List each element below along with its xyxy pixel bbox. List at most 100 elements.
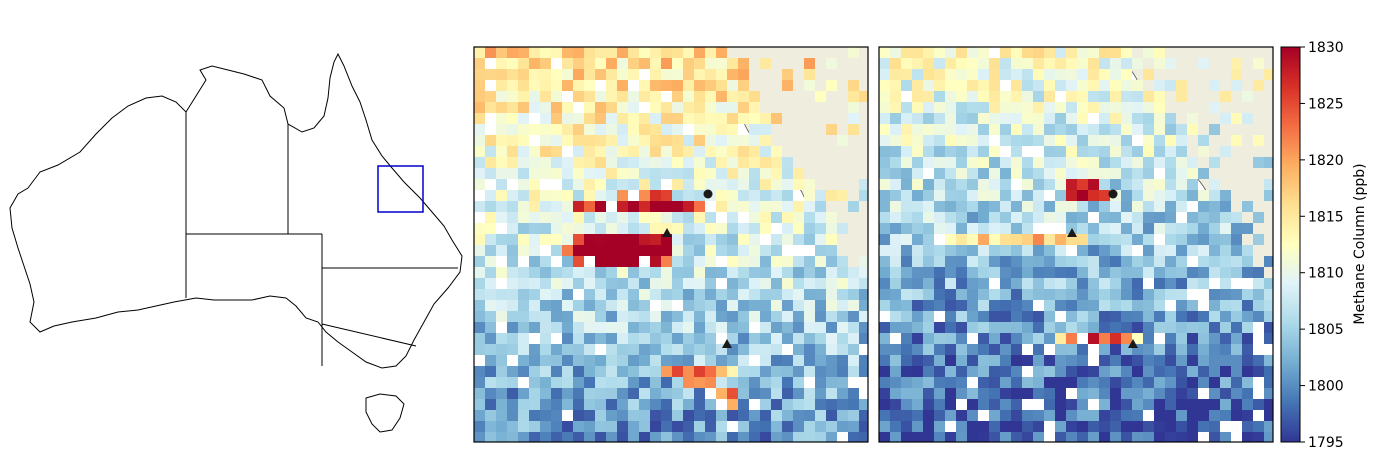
methane-cell <box>815 300 826 311</box>
methane-cell <box>815 377 826 388</box>
methane-cell <box>727 223 738 234</box>
methane-cell <box>617 322 628 333</box>
methane-cell <box>978 168 989 179</box>
methane-cell <box>967 201 978 212</box>
methane-cell <box>694 377 705 388</box>
methane-cell <box>912 124 923 135</box>
methane-cell <box>1110 377 1121 388</box>
methane-cell <box>727 300 738 311</box>
methane-cell <box>956 278 967 289</box>
methane-cell <box>716 47 727 58</box>
methane-cell <box>1187 366 1198 377</box>
methane-cell <box>1055 410 1066 421</box>
methane-cell <box>584 267 595 278</box>
methane-cell <box>474 388 485 399</box>
methane-cell <box>518 146 529 157</box>
methane-cell <box>1066 399 1077 410</box>
methane-cell <box>1154 58 1165 69</box>
methane-cell <box>848 355 859 366</box>
methane-cell <box>551 69 562 80</box>
methane-cell <box>879 432 890 442</box>
methane-cell <box>694 399 705 410</box>
methane-cell <box>1022 234 1033 245</box>
methane-cell <box>749 234 760 245</box>
methane-cell <box>518 432 529 442</box>
methane-cell <box>683 278 694 289</box>
methane-cell <box>1055 69 1066 80</box>
methane-cell <box>496 388 507 399</box>
methane-cell <box>1121 300 1132 311</box>
methane-cell <box>978 223 989 234</box>
methane-cell <box>879 146 890 157</box>
methane-cell <box>945 245 956 256</box>
methane-cell <box>782 432 793 442</box>
methane-cell <box>901 102 912 113</box>
methane-cell <box>1132 168 1143 179</box>
methane-cell <box>1132 355 1143 366</box>
methane-cell <box>672 102 683 113</box>
source-triangle-marker <box>1128 339 1138 348</box>
methane-cell <box>923 47 934 58</box>
methane-cell <box>1011 344 1022 355</box>
methane-cell <box>661 410 672 421</box>
methane-cell <box>694 168 705 179</box>
methane-cell <box>1000 267 1011 278</box>
methane-cell <box>945 47 956 58</box>
methane-cell <box>1143 223 1154 234</box>
methane-cell <box>1033 432 1044 442</box>
methane-cell <box>485 245 496 256</box>
methane-cell <box>890 190 901 201</box>
methane-cell <box>1198 421 1209 432</box>
methane-cell <box>1099 355 1110 366</box>
methane-cell <box>1077 146 1088 157</box>
methane-cell <box>584 344 595 355</box>
methane-cell <box>1011 311 1022 322</box>
methane-cell <box>1066 289 1077 300</box>
methane-cell <box>1176 432 1187 442</box>
methane-cell <box>639 278 650 289</box>
methane-cell <box>606 421 617 432</box>
methane-cell <box>694 344 705 355</box>
methane-cell <box>507 432 518 442</box>
methane-cell <box>804 234 815 245</box>
methane-cell <box>529 223 540 234</box>
methane-cell <box>890 168 901 179</box>
methane-cell <box>529 377 540 388</box>
methane-cell <box>771 190 782 201</box>
methane-cell <box>749 388 760 399</box>
methane-cell <box>496 421 507 432</box>
methane-cell <box>595 432 606 442</box>
methane-cell <box>1165 388 1176 399</box>
methane-cell <box>1220 256 1231 267</box>
methane-cell <box>837 333 848 344</box>
methane-cell <box>474 399 485 410</box>
methane-cell <box>879 256 890 267</box>
methane-cell <box>1132 102 1143 113</box>
methane-cell <box>705 69 716 80</box>
methane-cell <box>804 421 815 432</box>
methane-cell <box>890 58 901 69</box>
methane-cell <box>956 344 967 355</box>
methane-cell <box>782 190 793 201</box>
methane-cell <box>1231 377 1242 388</box>
methane-cell <box>826 322 837 333</box>
methane-cell <box>738 58 749 69</box>
methane-cell <box>956 234 967 245</box>
methane-cell <box>1132 157 1143 168</box>
methane-cell <box>683 223 694 234</box>
methane-cell <box>716 223 727 234</box>
methane-cell <box>815 333 826 344</box>
methane-cell <box>1264 278 1273 289</box>
methane-cell <box>562 289 573 300</box>
methane-cell <box>890 256 901 267</box>
methane-cell <box>1220 267 1231 278</box>
methane-cell <box>1011 333 1022 344</box>
methane-cell <box>1121 366 1132 377</box>
methane-cell <box>912 322 923 333</box>
methane-cell <box>1099 223 1110 234</box>
methane-cell <box>923 278 934 289</box>
methane-cell <box>1066 113 1077 124</box>
methane-cell <box>782 223 793 234</box>
methane-cell <box>749 135 760 146</box>
